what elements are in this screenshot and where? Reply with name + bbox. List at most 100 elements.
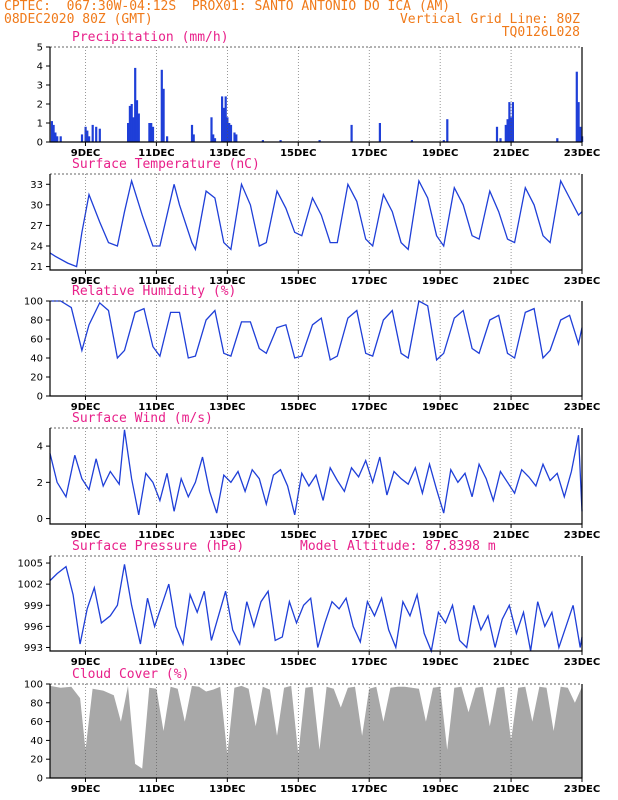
temp-ytick-label-1: 24 [30, 242, 43, 253]
precip-ytick-label-3: 3 [37, 81, 43, 92]
precip-bar-39 [279, 140, 282, 142]
precip-bar-22 [160, 69, 163, 142]
rh-xtick-label-4: 17DEC [351, 402, 387, 413]
precip-bar-30 [221, 96, 224, 142]
precip-bar-48 [504, 124, 507, 142]
cloud-xtick-label-5: 19DEC [422, 784, 458, 795]
precip-title: Precipitation (mm/h) [72, 30, 229, 45]
precip-xtick-label-7: 23DEC [564, 148, 600, 159]
precip-bar-5 [80, 134, 84, 142]
precip-bar-35 [229, 124, 233, 142]
precip-bar-38 [261, 140, 264, 142]
rh-ytick-label-2: 40 [30, 354, 43, 365]
precip-ytick-label-1: 1 [37, 119, 43, 130]
cloud-ytick-label-3: 60 [30, 717, 43, 728]
precip-ytick-label-4: 4 [37, 62, 43, 73]
pres-xtick-label-0: 9DEC [71, 657, 100, 668]
wind-ytick-label-2: 4 [37, 442, 43, 453]
precip-bar-18 [137, 113, 140, 142]
rh-ytick-label-4: 80 [30, 316, 43, 327]
precip-xtick-label-3: 15DEC [280, 148, 316, 159]
precip-bar-56 [579, 126, 582, 142]
precip-bar-27 [210, 117, 213, 142]
wind-title: Surface Wind (m/s) [72, 411, 213, 426]
precip-xtick-label-5: 19DEC [422, 148, 458, 159]
temp-frame [49, 174, 583, 271]
model-altitude-label: Model Altitude: 87.8398 m [300, 539, 496, 554]
pres-xtick-label-4: 17DEC [351, 657, 387, 668]
rh-ytick-label-1: 20 [30, 373, 43, 384]
precip-bar-34 [228, 123, 231, 142]
cloud-ytick-label-5: 100 [24, 680, 43, 691]
pres-frame [49, 556, 583, 652]
rh-series-line [50, 300, 583, 362]
pres-xtick-label-3: 15DEC [280, 657, 316, 668]
cloud-title: Cloud Cover (%) [72, 667, 189, 682]
precip-bar-29 [213, 138, 217, 142]
temp-ytick-label-0: 21 [30, 262, 43, 273]
precip-bar-55 [577, 102, 580, 142]
precip-bar-31 [222, 107, 225, 142]
precip-bar-53 [556, 138, 559, 142]
cloud-ytick-label-4: 80 [30, 698, 43, 709]
header-line1: CPTEC: 067:30W-04:12S PROX01: SANTO ANTO… [4, 0, 451, 14]
precip-bar-25 [190, 124, 194, 142]
rh-ytick-label-5: 100 [24, 297, 43, 308]
wind-xtick-label-3: 15DEC [280, 530, 316, 541]
cloud-xtick-label-1: 11DEC [138, 784, 174, 795]
precip-bar-24 [166, 136, 169, 142]
pres-xtick-label-2: 13DEC [209, 657, 245, 668]
pres-xtick-label-1: 11DEC [138, 657, 174, 668]
rh-title: Relative Humidity (%) [72, 284, 236, 299]
precip-ytick-label-5: 5 [37, 43, 43, 54]
cloud-ytick-label-0: 0 [37, 774, 43, 785]
cloud-ytick-label-1: 20 [30, 755, 43, 766]
precip-bar-50 [508, 102, 511, 142]
precip-ytick-label-2: 2 [37, 100, 43, 111]
header-date: 08DEC2020 80Z (GMT) [4, 12, 153, 27]
precip-xtick-label-4: 17DEC [351, 148, 387, 159]
temp-xtick-label-3: 15DEC [280, 276, 316, 287]
precip-bar-36 [233, 132, 236, 142]
precip-bar-23 [162, 88, 165, 142]
temp-xtick-label-1: 11DEC [138, 276, 174, 287]
temp-xtick-label-5: 19DEC [422, 276, 458, 287]
cloud-xtick-label-6: 21DEC [493, 784, 529, 795]
rh-xtick-label-5: 19DEC [422, 402, 458, 413]
precip-bar-13 [128, 105, 131, 142]
wind-xtick-label-2: 13DEC [209, 530, 245, 541]
precip-bar-20 [150, 123, 153, 142]
precip-bar-12 [127, 123, 130, 142]
pres-ytick-label-4: 1005 [18, 559, 43, 570]
precip-xtick-label-1: 11DEC [138, 148, 174, 159]
precip-bar-37 [235, 134, 238, 142]
precip-bar-19 [148, 123, 151, 142]
temp-xtick-label-4: 17DEC [351, 276, 387, 287]
precip-bar-17 [135, 100, 139, 142]
precip-bar-26 [192, 134, 195, 142]
cloud-ytick-label-2: 40 [30, 736, 43, 747]
header-grid-line: Vertical Grid Line: 80Z [399, 12, 580, 27]
precip-frame [49, 47, 583, 143]
wind-xtick-label-0: 9DEC [71, 530, 100, 541]
precip-bar-7 [86, 130, 89, 142]
rh-ytick-label-3: 60 [30, 335, 43, 346]
cloud-area [50, 685, 582, 778]
pres-series-line [49, 564, 583, 654]
cloud-xtick-label-7: 23DEC [564, 784, 600, 795]
precip-bar-14 [130, 104, 133, 142]
rh-xtick-label-6: 21DEC [493, 402, 529, 413]
precip-bar-10 [95, 126, 98, 142]
precip-bar-49 [506, 119, 509, 142]
cloud-xtick-label-3: 15DEC [280, 784, 316, 795]
pres-ytick-label-2: 999 [24, 601, 43, 612]
wind-xtick-label-7: 23DEC [564, 530, 600, 541]
precip-bar-11 [98, 128, 101, 142]
precip-bar-33 [226, 117, 229, 142]
cloud-xtick-label-2: 13DEC [209, 784, 245, 795]
temp-title: Surface Temperature (nC) [72, 157, 260, 172]
precip-bar-51 [510, 117, 513, 142]
rh-xtick-label-1: 11DEC [138, 402, 174, 413]
pres-xtick-label-6: 21DEC [493, 657, 529, 668]
precip-bar-32 [224, 96, 227, 142]
